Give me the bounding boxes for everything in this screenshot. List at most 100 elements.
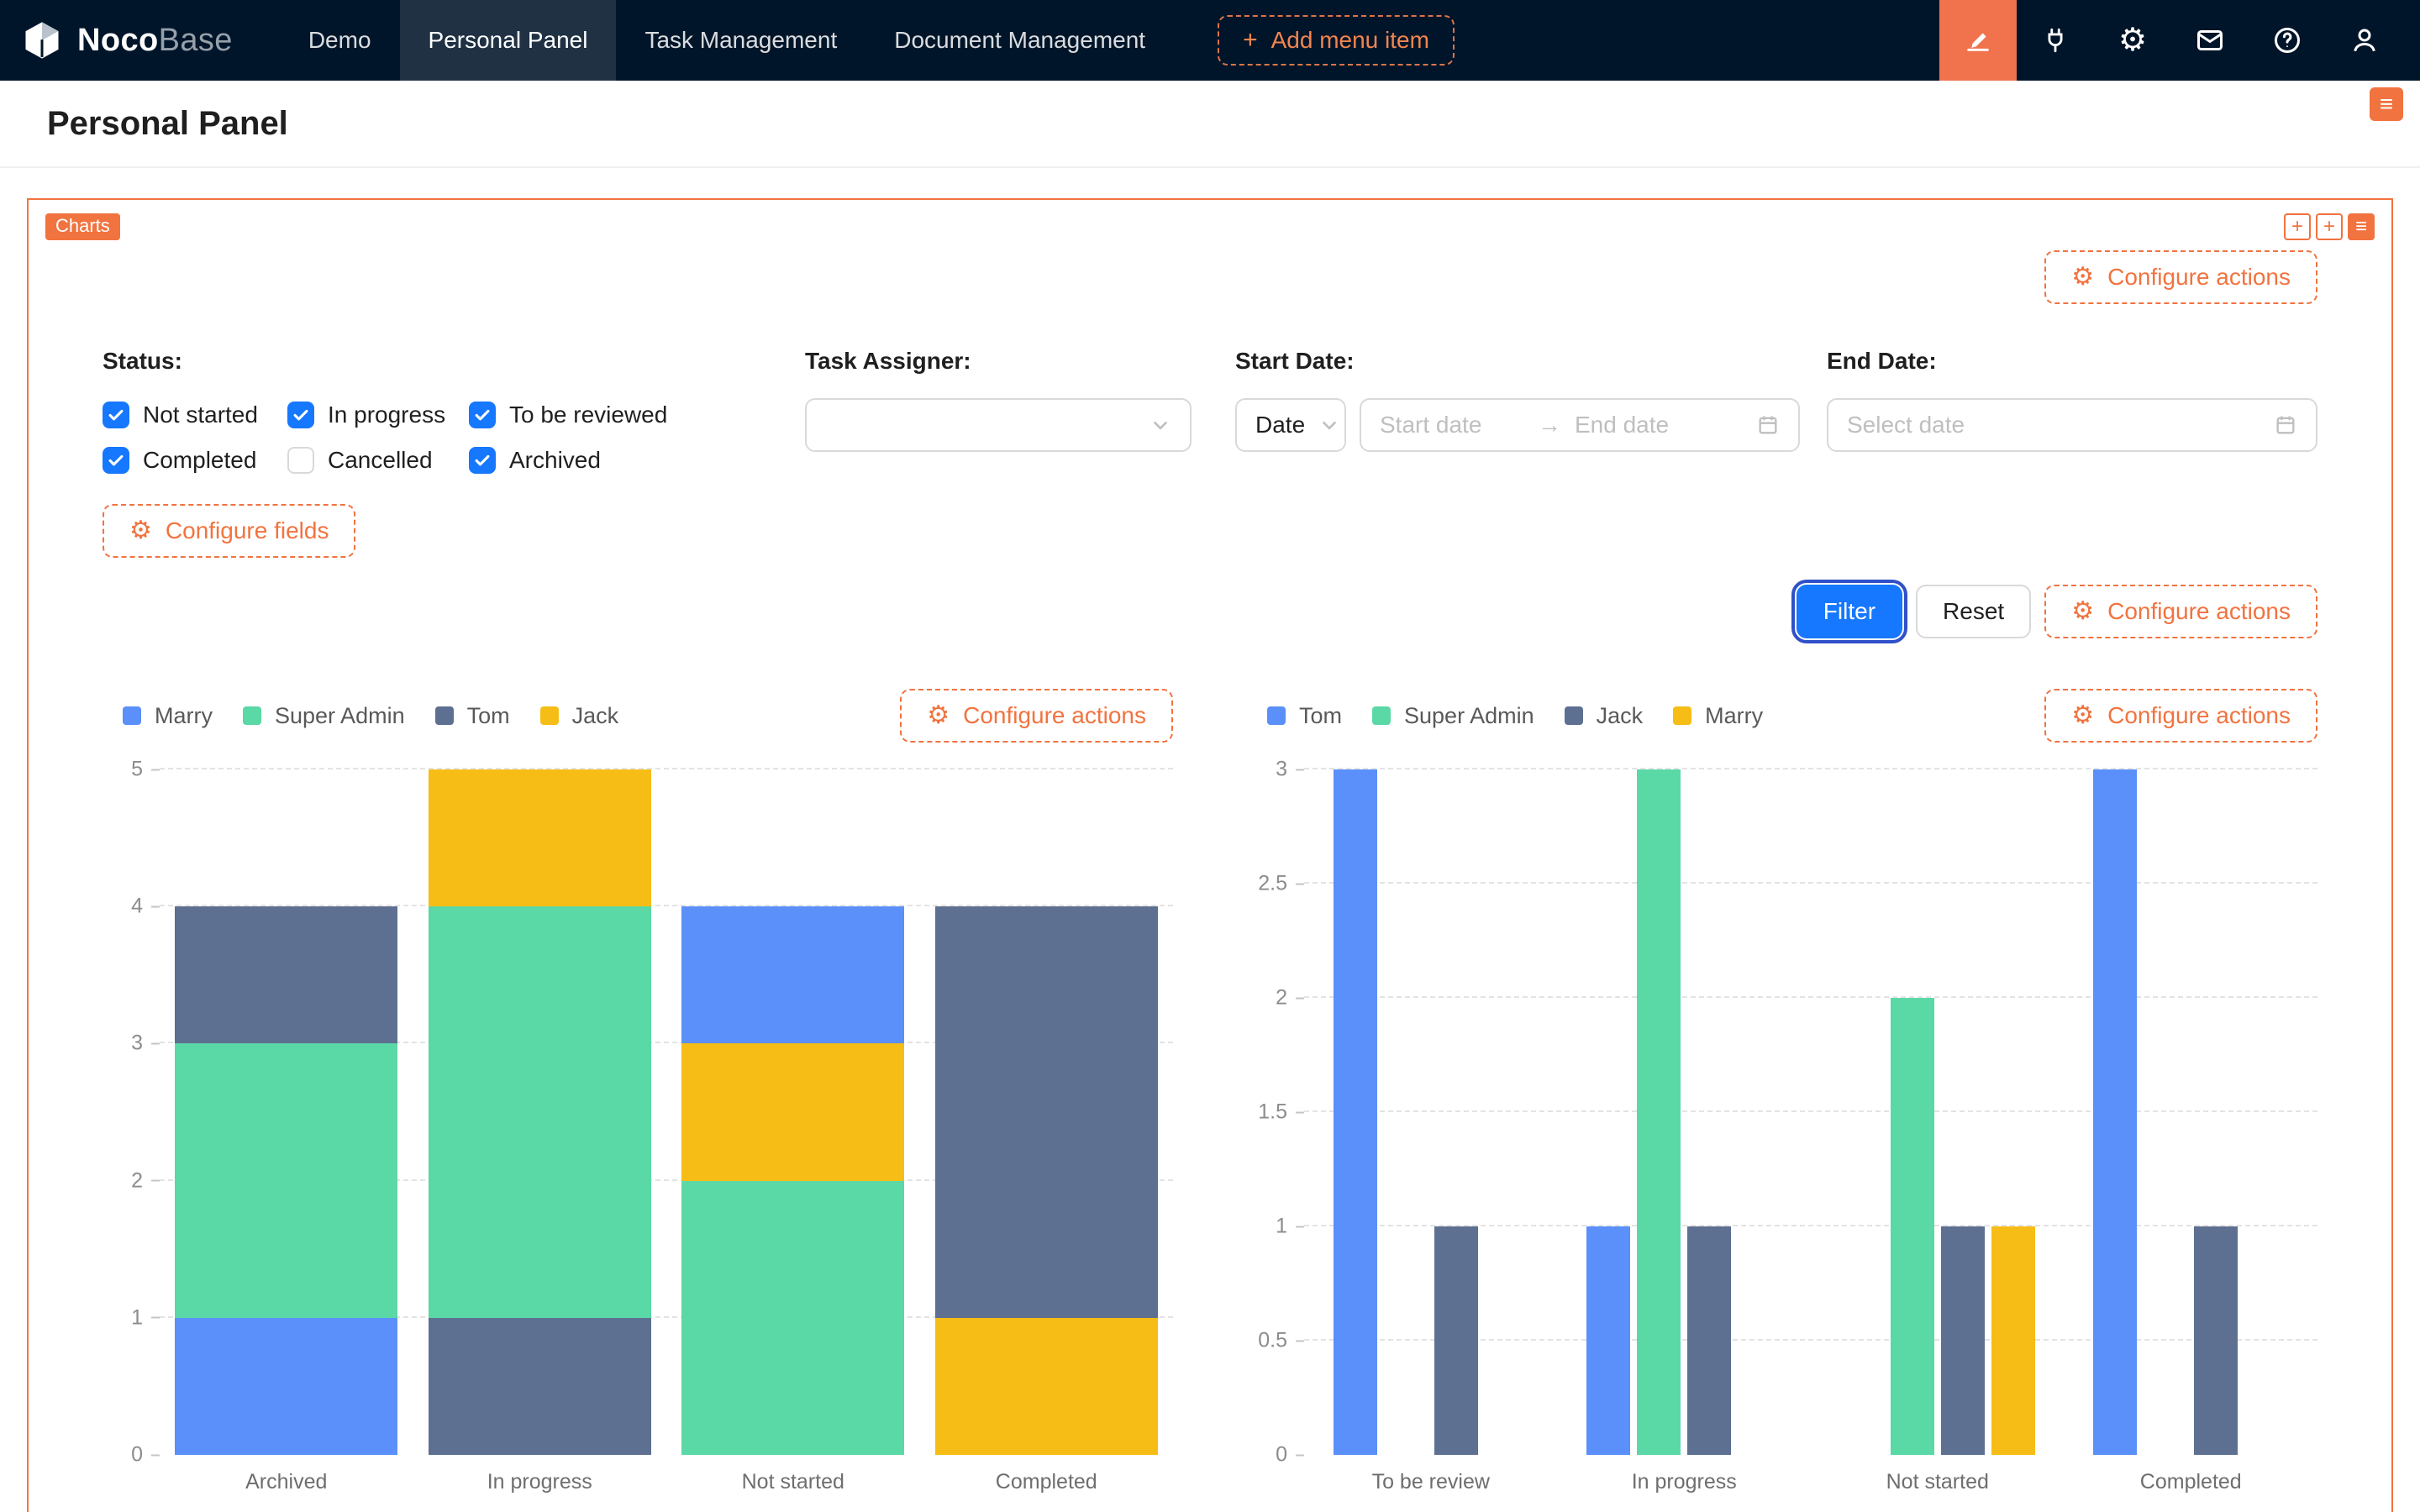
- mail-button[interactable]: [2171, 0, 2249, 81]
- configure-actions-button[interactable]: ⚙ Configure actions: [2044, 585, 2317, 638]
- configure-actions-label: Configure actions: [2107, 598, 2291, 624]
- configure-actions-button[interactable]: ⚙ Configure actions: [2044, 689, 2317, 743]
- legend-item-jack[interactable]: Jack: [1564, 702, 1644, 729]
- menu-item-demo[interactable]: Demo: [308, 27, 371, 53]
- status-checkbox-to-be-reviewed[interactable]: To be reviewed: [469, 398, 805, 432]
- bar-segment-tom[interactable]: [934, 906, 1158, 1318]
- range-start-input[interactable]: Start date: [1380, 412, 1482, 438]
- range-end-input[interactable]: End date: [1575, 412, 1670, 438]
- ui-editor-button[interactable]: [1939, 0, 2017, 81]
- bar-super-admin[interactable]: [1637, 769, 1681, 1455]
- stacked-bar[interactable]: [681, 906, 905, 1455]
- y-tick-label: 1: [1276, 1215, 1304, 1237]
- plugin-button[interactable]: [2017, 0, 2094, 81]
- bar-slot-jack: [1940, 769, 1985, 1455]
- bar-segment-super-admin[interactable]: [681, 1180, 905, 1455]
- bar-segment-super-admin[interactable]: [175, 1043, 398, 1318]
- status-checkbox-archived[interactable]: Archived: [469, 444, 805, 477]
- stacked-bar[interactable]: [428, 769, 651, 1455]
- bar-segment-tom[interactable]: [175, 906, 398, 1044]
- user-icon: [2349, 25, 2380, 55]
- bar-marry[interactable]: [1991, 1226, 2035, 1455]
- nocobase-logo[interactable]: NocoBase: [0, 0, 256, 81]
- legend-label: Jack: [1596, 702, 1644, 728]
- end-date-input[interactable]: Select date: [1847, 412, 1965, 438]
- task-assigner-select[interactable]: [805, 398, 1192, 452]
- gridline: [1304, 768, 2317, 769]
- logo-text: NocoBase: [77, 23, 233, 59]
- y-tick-label: 3: [131, 1033, 160, 1054]
- legend-item-super-admin[interactable]: Super Admin: [1372, 703, 1534, 729]
- y-tick-label: 1.5: [1258, 1101, 1304, 1123]
- bar-segment-jack[interactable]: [934, 1317, 1158, 1455]
- x-axis-label: In progress: [1631, 1470, 1737, 1494]
- user-button[interactable]: [2326, 0, 2403, 81]
- bar-group-to-be-review: [1304, 769, 1558, 1455]
- gear-icon: ⚙: [2071, 597, 2095, 625]
- configure-actions-button[interactable]: ⚙ Configure actions: [2044, 250, 2317, 304]
- chevron-down-icon: [1318, 414, 1340, 436]
- mail-icon: [2195, 25, 2225, 55]
- configure-fields-button[interactable]: ⚙ Configure fields: [103, 504, 356, 558]
- add-menu-item-button[interactable]: + Add menu item: [1218, 15, 1455, 66]
- bar-super-admin[interactable]: [1890, 998, 1934, 1455]
- bar-slot-marry: [2244, 769, 2288, 1455]
- y-tick-label: 1: [131, 1307, 160, 1328]
- navbar-actions: ⚙: [1939, 0, 2420, 81]
- help-button[interactable]: [2249, 0, 2326, 81]
- bar-segment-marry[interactable]: [175, 1317, 398, 1455]
- bar-segment-tom[interactable]: [428, 1317, 651, 1455]
- bar-group-not-started: [1811, 769, 2065, 1455]
- end-date-picker[interactable]: Select date: [1827, 398, 2317, 452]
- bar-jack[interactable]: [1434, 1226, 1478, 1455]
- legend-item-marry[interactable]: Marry: [123, 703, 213, 729]
- block-menu-icon[interactable]: ≡: [2348, 213, 2375, 240]
- gridlines: [1304, 768, 2317, 1455]
- reset-button[interactable]: Reset: [1916, 585, 2032, 638]
- configure-actions-button[interactable]: ⚙ Configure actions: [900, 689, 1173, 743]
- block-tag: Charts: [45, 213, 120, 240]
- add-action-icon[interactable]: +: [2316, 213, 2343, 240]
- bar-jack[interactable]: [1940, 1226, 1985, 1455]
- bar-tom[interactable]: [2093, 769, 2138, 1455]
- bar-jack[interactable]: [1687, 1226, 1732, 1455]
- filter-button[interactable]: Filter: [1791, 580, 1908, 643]
- bar-segment-marry[interactable]: [681, 906, 905, 1044]
- menu-item-task-management[interactable]: Task Management: [644, 27, 838, 53]
- bar-tom[interactable]: [1586, 1226, 1631, 1455]
- page-menu-icon[interactable]: ≡: [2370, 87, 2403, 121]
- top-navbar: NocoBase Demo Personal Panel Task Manage…: [0, 0, 2420, 81]
- bar-segment-jack[interactable]: [681, 1043, 905, 1181]
- menu-item-personal-panel[interactable]: Personal Panel: [399, 0, 617, 81]
- stacked-bar[interactable]: [175, 906, 398, 1455]
- bar-tom[interactable]: [1333, 769, 1377, 1455]
- legend-item-tom[interactable]: Tom: [434, 703, 510, 729]
- bar-slot-jack: [1434, 769, 1478, 1455]
- bar-segment-jack[interactable]: [428, 769, 651, 907]
- legend-label: Super Admin: [275, 702, 405, 728]
- status-checkbox-in-progress[interactable]: In progress: [287, 398, 469, 432]
- bars: [160, 769, 1173, 1455]
- filter-form: Status: Not started In progress To be revi…: [103, 348, 2317, 558]
- pen-icon: [1964, 26, 1992, 55]
- stacked-bar[interactable]: [934, 906, 1158, 1455]
- bar-slot-super-admin: [1890, 769, 1934, 1455]
- menu-item-document-management[interactable]: Document Management: [894, 27, 1146, 53]
- status-checkbox-not-started[interactable]: Not started: [103, 398, 287, 432]
- settings-button[interactable]: ⚙: [2094, 0, 2171, 81]
- date-mode-select[interactable]: Date: [1235, 398, 1346, 452]
- gridline: [160, 1179, 1173, 1181]
- legend-item-marry[interactable]: Marry: [1673, 703, 1763, 729]
- legend-item-super-admin[interactable]: Super Admin: [243, 703, 405, 729]
- start-date-range-picker[interactable]: Start date → End date: [1360, 398, 1800, 452]
- bar-jack[interactable]: [2194, 1226, 2238, 1455]
- add-block-icon[interactable]: +: [2284, 213, 2311, 240]
- legend-swatch: [1673, 706, 1692, 725]
- bar-slot-jack: [1687, 769, 1732, 1455]
- status-checkbox-cancelled[interactable]: Cancelled: [287, 444, 469, 477]
- status-checkbox-completed[interactable]: Completed: [103, 444, 287, 477]
- legend-item-jack[interactable]: Jack: [539, 703, 618, 729]
- checkbox-label: Not started: [143, 402, 258, 428]
- bar-segment-super-admin[interactable]: [428, 906, 651, 1318]
- legend-item-tom[interactable]: Tom: [1267, 703, 1342, 729]
